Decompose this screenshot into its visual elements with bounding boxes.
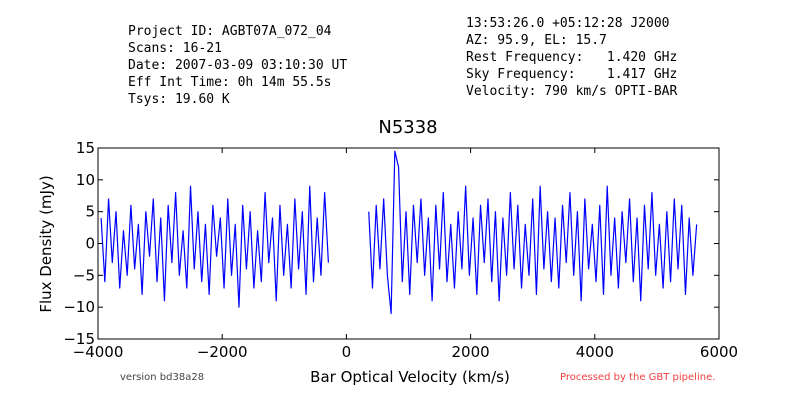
- header-line: Date: 2007-03-09 03:10:30 UT: [128, 58, 347, 73]
- header-line: Rest Frequency: 1.420 GHz: [466, 50, 677, 65]
- header-line: Velocity: 790 km/s OPTI-BAR: [466, 84, 677, 99]
- header-line: Sky Frequency: 1.417 GHz: [466, 67, 677, 82]
- spectrum-line: [100, 150, 698, 315]
- y-tick-label: −5: [73, 266, 95, 284]
- y-tick-label: 0: [85, 235, 95, 253]
- pipeline-note: Processed by the GBT pipeline.: [560, 372, 715, 383]
- x-tick-label: 2000: [452, 343, 490, 361]
- x-tick-label: 0: [342, 343, 352, 361]
- header-line: AZ: 95.9, EL: 15.7: [466, 33, 607, 48]
- chart-title: N5338: [378, 117, 437, 138]
- y-tick-label: −15: [63, 330, 95, 348]
- x-tick-label: −4000: [73, 343, 124, 361]
- x-tick-label: 4000: [576, 343, 614, 361]
- header-line: Scans: 16-21: [128, 41, 222, 56]
- header-line: Project ID: AGBT07A_072_04: [128, 24, 332, 39]
- header-line: Eff Int Time: 0h 14m 55.5s: [128, 75, 332, 90]
- header-line: 13:53:26.0 +05:12:28 J2000: [466, 16, 670, 31]
- y-tick-label: −10: [63, 298, 95, 316]
- header-line: Tsys: 19.60 K: [128, 92, 230, 107]
- x-tick-label: 6000: [700, 343, 738, 361]
- y-tick-label: 10: [76, 171, 95, 189]
- y-axis-label: Flux Density (mJy): [37, 175, 55, 312]
- version-note: version bd38a28: [120, 372, 204, 383]
- x-axis-label: Bar Optical Velocity (km/s): [310, 368, 510, 386]
- y-tick-label: 5: [85, 203, 95, 221]
- y-tick-label: 15: [76, 139, 95, 157]
- x-tick-label: −2000: [197, 343, 248, 361]
